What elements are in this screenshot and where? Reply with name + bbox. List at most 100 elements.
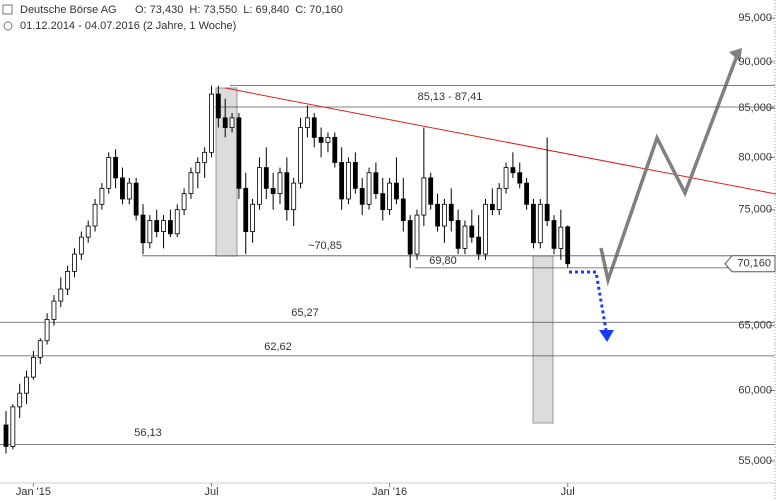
candle-body: [24, 376, 29, 394]
candle-body: [10, 406, 16, 447]
candle-body: [209, 93, 214, 153]
candle-body: [489, 203, 495, 211]
candle-body: [174, 209, 180, 235]
candle-body: [400, 198, 406, 221]
candle-body: [243, 187, 249, 232]
level-label: 69,80: [429, 255, 457, 267]
candle-body: [476, 236, 482, 255]
candle-body: [325, 136, 331, 143]
candle-body: [366, 172, 372, 205]
price-tag-label: 70,160: [737, 258, 771, 270]
candle-body: [304, 117, 310, 128]
y-tick-label: 55,000: [738, 455, 772, 467]
candle-body: [3, 424, 9, 447]
candle-body: [441, 203, 447, 227]
x-tick-label: Jan '16: [372, 486, 407, 498]
arrow-head: [729, 48, 742, 62]
x-tick-label: Jul: [561, 486, 575, 498]
candle-body: [181, 193, 187, 211]
header-period: 01.12.2014 - 04.07.2016 (2 Jahre, 1 Woch…: [20, 20, 236, 32]
price-tag-box: [724, 255, 776, 273]
y-tick-label: 65,000: [738, 320, 772, 332]
candle-body: [167, 220, 173, 235]
candle-body: [435, 203, 440, 227]
forecast-path: [569, 270, 608, 331]
level-label: 62,62: [264, 341, 292, 353]
candle-body: [428, 177, 434, 205]
candle-body: [455, 220, 461, 249]
candle-body: [503, 167, 509, 189]
header: Deutsche Börse AG O: 73,430 H: 73,550 L:…: [2, 4, 343, 32]
candle-body: [65, 270, 71, 290]
candle-body: [394, 182, 399, 200]
candle-body: [85, 225, 91, 238]
candle-body: [51, 300, 57, 320]
level-label: ~70,85: [308, 240, 342, 252]
candle-body: [133, 182, 139, 216]
y-tick-label: 90,000: [738, 56, 772, 68]
candle-body: [30, 357, 36, 378]
candle-body: [311, 117, 317, 138]
candle-body: [78, 236, 84, 255]
candle-body: [270, 187, 276, 195]
candle-body: [257, 167, 262, 205]
candle-body: [140, 214, 146, 244]
candle-body: [284, 172, 290, 211]
candle-body: [339, 162, 345, 200]
candle-body: [106, 156, 112, 189]
candle-body: [277, 172, 283, 195]
candle-body: [229, 117, 235, 128]
candle-body: [92, 203, 98, 227]
candle-body: [195, 162, 201, 174]
forecast-path: [599, 52, 740, 287]
x-tick-label: Jul: [204, 486, 218, 498]
candle-body: [359, 187, 365, 205]
candle-body: [298, 127, 303, 184]
candle-body: [421, 177, 427, 216]
level-label: 85,13 - 87,41: [418, 91, 483, 103]
candle-body: [113, 156, 118, 179]
candle-body: [558, 226, 564, 249]
header-ohlc: O: 73,430 H: 73,550 L: 69,840 C: 70,160: [135, 4, 343, 16]
candle-body: [551, 220, 557, 249]
candle-body: [537, 203, 543, 244]
candle-body: [373, 172, 379, 195]
y-tick-label: 80,000: [738, 151, 772, 163]
candle-body: [510, 167, 516, 174]
header-title: Deutsche Börse AG: [20, 4, 117, 16]
candle-body: [352, 162, 358, 189]
trend-line: [224, 87, 776, 195]
candle-body: [250, 203, 256, 232]
candle-body: [154, 220, 160, 232]
candle-body: [496, 187, 502, 211]
candle-body: [161, 220, 166, 232]
icon: [3, 21, 13, 31]
candle-body: [387, 182, 393, 211]
candle-body: [346, 162, 351, 200]
candle-body: [236, 117, 242, 189]
candle-body: [126, 182, 132, 200]
candle-body: [448, 203, 454, 221]
candle-body: [544, 203, 550, 221]
y-tick-label: 95,000: [738, 12, 772, 24]
y-tick-label: 75,000: [738, 204, 772, 216]
price-tag: 70,160: [724, 255, 776, 273]
candle-body: [407, 220, 413, 255]
candle-body: [291, 182, 297, 211]
candle-body: [462, 225, 468, 249]
candle-body: [72, 253, 77, 272]
candle-body: [332, 136, 338, 163]
icon: [2, 4, 13, 15]
candle-body: [263, 167, 269, 189]
candle-body: [147, 220, 153, 244]
level-label: 56,13: [134, 427, 162, 439]
x-tick-label: Jan '15: [16, 486, 51, 498]
candle-body: [120, 177, 125, 200]
candle-body: [469, 225, 475, 238]
candle-body: [37, 340, 43, 358]
level-label: 65,27: [291, 307, 319, 319]
arrow-head: [599, 330, 614, 342]
candle-body: [380, 193, 386, 211]
range-box: [532, 255, 554, 424]
candle-body: [202, 151, 208, 163]
